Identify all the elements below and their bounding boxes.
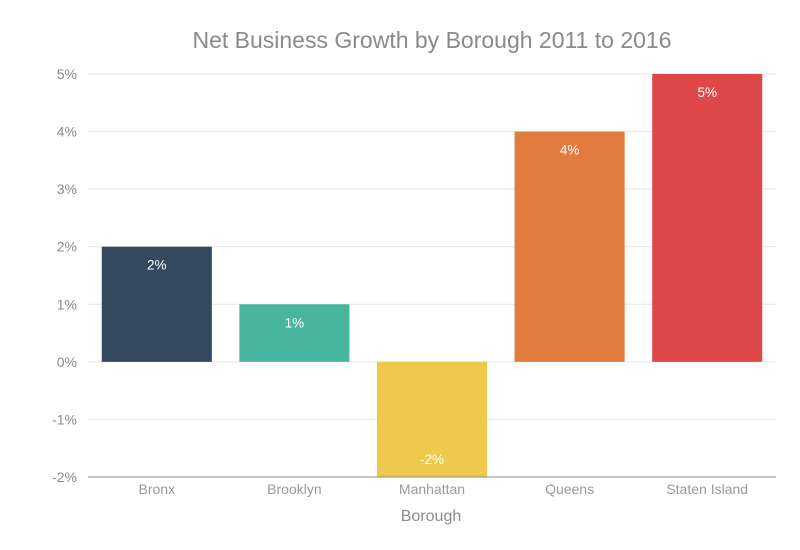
chart-title: Net Business Growth by Borough 2011 to 2… <box>192 27 672 53</box>
x-tick-label: Manhattan <box>399 481 465 497</box>
x-tick-label: Queens <box>545 481 594 497</box>
x-tick-label: Brooklyn <box>267 481 321 497</box>
bar-brooklyn <box>239 304 350 362</box>
bar-manhattan <box>376 361 488 477</box>
bar-queens <box>514 131 625 362</box>
axes: -2% -1% 0% 1% 2% 3% 4% 5% Bronx Brooklyn Manhattan… <box>52 66 776 497</box>
y-tick-label: -1% <box>52 411 77 427</box>
x-tick-label: Bronx <box>139 481 176 497</box>
x-tick-label: Staten Island <box>666 481 748 497</box>
y-tick-label: 2% <box>57 239 77 255</box>
y-tick-label: 4% <box>57 124 77 140</box>
data-label: 1% <box>285 315 305 330</box>
x-axis-label: Borough <box>401 508 462 525</box>
bar-bronx <box>101 246 212 362</box>
y-tick-label: 3% <box>57 181 77 197</box>
data-label: 5% <box>697 85 717 100</box>
y-tick-label: 5% <box>57 66 77 82</box>
y-tick-label: -2% <box>52 469 77 485</box>
y-tick-label: 1% <box>57 296 77 312</box>
data-label: 4% <box>560 143 580 158</box>
data-label: 2% <box>147 258 167 273</box>
bars: 2% 1% -2% 4% 5% <box>101 74 763 477</box>
bar-staten-island <box>652 74 763 362</box>
y-tick-label: 0% <box>57 354 77 370</box>
data-label: -2% <box>420 452 444 467</box>
